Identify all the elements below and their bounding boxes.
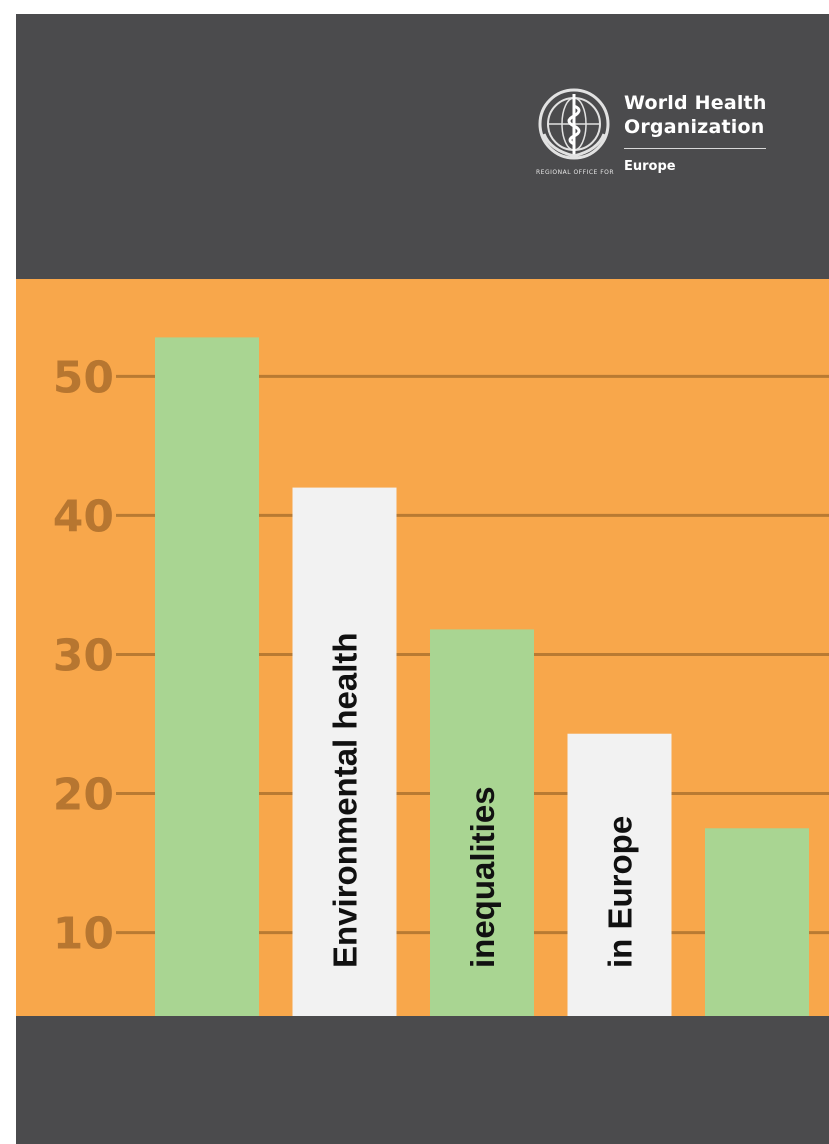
logo-divider — [624, 148, 766, 149]
bar-2 — [292, 487, 397, 1016]
bar-4-title-text: in Europe — [602, 816, 639, 968]
bar-2-title-text: Environmental health — [327, 632, 364, 968]
y-tick-label: 10 — [53, 909, 114, 960]
footer-band — [16, 1018, 829, 1144]
header-band: World Health Organization REGIONAL OFFIC… — [16, 14, 829, 277]
regional-office-text: REGIONAL OFFICE FOR — [536, 169, 615, 176]
bar-1 — [155, 337, 259, 1016]
chart-band — [16, 279, 829, 1016]
report-cover: World Health Organization REGIONAL OFFIC… — [16, 14, 829, 1144]
y-tick-label: 40 — [53, 491, 114, 542]
who-logo: World Health Organization REGIONAL OFFIC… — [534, 84, 774, 184]
bar-chart: 10 20 30 40 50 Environmental health inequaliti… — [53, 337, 829, 1016]
who-emblem-icon — [538, 88, 610, 160]
y-tick-label: 50 — [53, 352, 114, 403]
bar-5 — [705, 828, 809, 1016]
org-region: Europe — [624, 159, 676, 174]
org-name-line1: World Health — [624, 92, 767, 114]
y-tick-label: 20 — [53, 770, 114, 821]
bar-3 — [430, 629, 534, 1016]
bar-4 — [567, 733, 672, 1016]
y-tick-label: 30 — [53, 630, 114, 681]
org-name-line2: Organization — [624, 116, 765, 138]
bar-3-title-text: inequalities — [464, 786, 501, 968]
